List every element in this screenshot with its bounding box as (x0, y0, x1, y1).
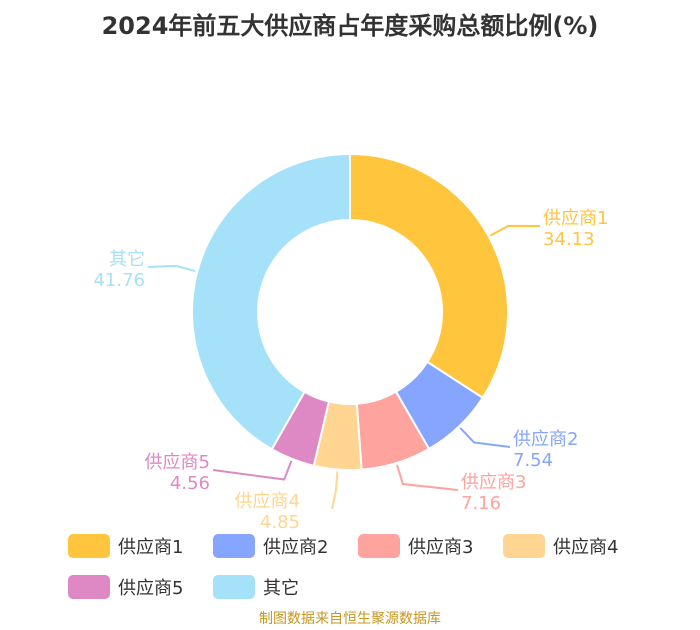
slice-category-label: 供应商4 (235, 491, 300, 512)
chart-title: 2024年前五大供应商占年度采购总额比例(%) (101, 12, 599, 40)
slice-category-label: 供应商5 (145, 452, 210, 473)
legend-label: 供应商4 (553, 537, 619, 558)
legend-label: 供应商2 (263, 537, 329, 558)
legend-label: 其它 (263, 578, 299, 599)
donut-slice-1[interactable] (349, 152, 509, 400)
legend-swatch (213, 534, 255, 558)
legend-item-other[interactable]: 其它 (213, 574, 358, 600)
label-guide-line (490, 224, 541, 237)
legend-label: 供应商3 (408, 537, 474, 558)
slice-value-label: 41.76 (93, 270, 145, 291)
slice-value-label: 34.13 (543, 229, 595, 250)
label-guide-line (396, 464, 459, 491)
slice-category-label: 供应商2 (513, 429, 578, 450)
donut-slice-6[interactable] (191, 152, 351, 451)
legend-swatch (503, 534, 545, 558)
slice-value-label: 7.54 (513, 450, 553, 471)
legend-item-supplier-3[interactable]: 供应商3 (358, 533, 503, 559)
data-source-note: 制图数据来自恒生聚源数据库 (259, 611, 441, 627)
slice-value-label: 7.16 (461, 493, 501, 514)
legend-item-supplier-2[interactable]: 供应商2 (213, 533, 358, 559)
label-guide-line (331, 471, 339, 510)
legend-item-supplier-1[interactable]: 供应商1 (68, 533, 213, 559)
legend-swatch (358, 534, 400, 558)
legend-swatch (68, 534, 110, 558)
legend-swatch (68, 575, 110, 599)
legend-label: 供应商1 (118, 537, 184, 558)
slice-category-label: 其它 (109, 249, 145, 270)
legend-item-supplier-5[interactable]: 供应商5 (68, 574, 213, 600)
slice-category-label: 供应商3 (461, 472, 526, 493)
legend: 供应商1 供应商2 供应商3 供应商4 供应商5 其它 (68, 533, 668, 600)
slice-value-label: 4.56 (170, 473, 210, 494)
label-guide-line (459, 427, 511, 448)
slice-category-label: 供应商1 (543, 208, 608, 229)
label-guide-line (212, 460, 293, 481)
label-guide-line (147, 264, 196, 273)
legend-item-supplier-4[interactable]: 供应商4 (503, 533, 648, 559)
legend-swatch (213, 575, 255, 599)
legend-label: 供应商5 (118, 578, 184, 599)
slice-value-label: 4.85 (260, 512, 300, 533)
